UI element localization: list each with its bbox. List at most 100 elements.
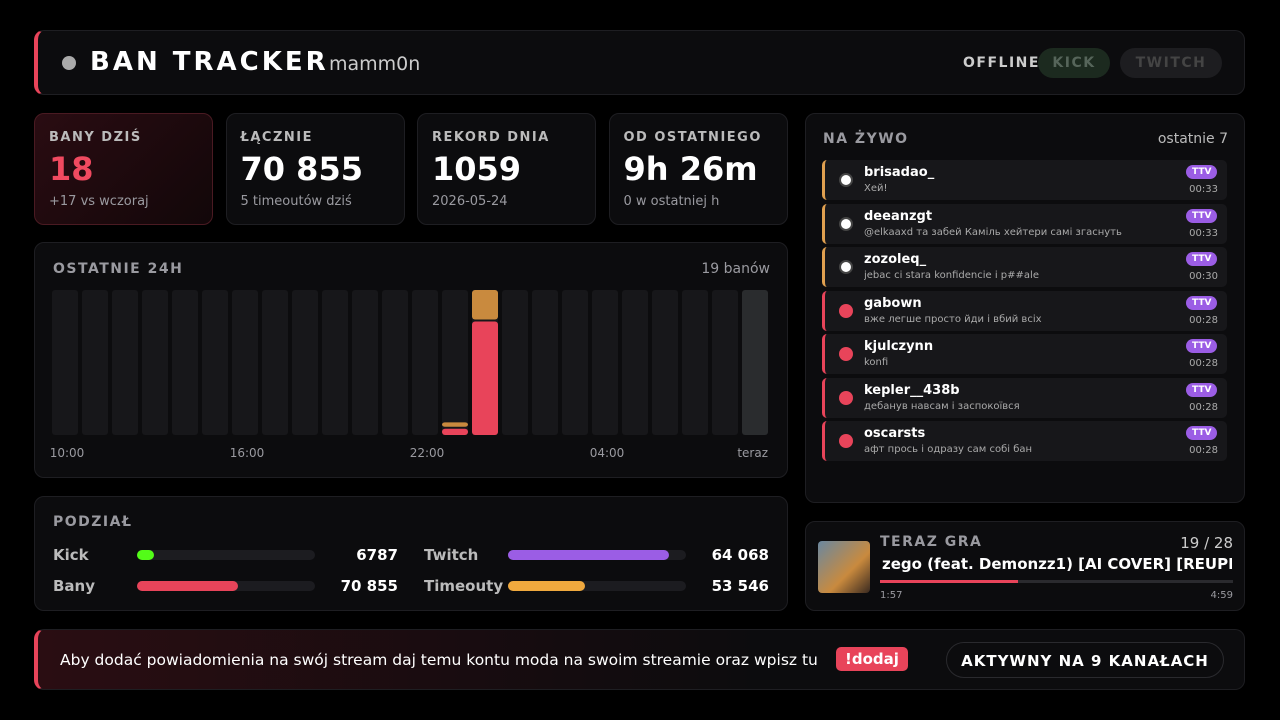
stat-label: BANY DZIŚ xyxy=(49,130,142,145)
x-tick-label: 22:00 xyxy=(410,446,445,460)
x-tick-label: 04:00 xyxy=(590,446,625,460)
breakdown-bar xyxy=(508,550,669,560)
timeout-icon xyxy=(839,260,853,274)
entry-time: 00:33 xyxy=(1189,227,1218,239)
hour-slot xyxy=(622,290,648,435)
entry-time: 00:28 xyxy=(1189,445,1218,456)
stat-note: 5 timeoutów dziś xyxy=(240,194,352,209)
x-tick-label: 10:00 xyxy=(50,446,85,460)
breakdown-value: 53 546 xyxy=(711,577,769,595)
stat-label: ŁĄCZNIE xyxy=(240,130,313,145)
entry-message: jebac ci stara konfidencie i p##ale xyxy=(864,270,1039,281)
x-tick-label: 16:00 xyxy=(230,446,265,460)
x-tick-label: teraz xyxy=(737,446,768,460)
hour-slot xyxy=(532,290,558,435)
stat-value: 18 xyxy=(49,150,94,188)
stat-label: OD OSTATNIEGO xyxy=(623,130,762,145)
breakdown-track xyxy=(508,550,686,560)
live-subtitle: ostatnie 7 xyxy=(1157,131,1228,147)
breakdown-value: 6787 xyxy=(356,546,398,564)
footer xyxy=(34,629,1245,690)
entry-time: 00:28 xyxy=(1189,314,1218,326)
stat-card xyxy=(417,113,596,225)
breakdown-bar xyxy=(137,581,239,591)
stat-note: +17 vs wczoraj xyxy=(49,194,149,209)
entry-message: konfi xyxy=(864,357,889,368)
footer-message: Aby dodać powiadomienia na swój stream d… xyxy=(60,651,818,669)
now-playing-title: TERAZ GRA xyxy=(880,534,983,550)
entry-user: oscarsts xyxy=(864,426,926,441)
hour-slot xyxy=(82,290,108,435)
platform-badge: TTV xyxy=(1186,252,1218,266)
hour-slot xyxy=(592,290,618,435)
hour-slot xyxy=(742,290,768,435)
breakdown-title: PODZIAŁ xyxy=(53,514,133,530)
entry xyxy=(822,377,1227,418)
entry-user: brisadao_ xyxy=(864,165,935,180)
timeout-icon xyxy=(839,216,853,231)
stat-note: 0 w ostatniej h xyxy=(623,194,720,209)
entry-user: gabown xyxy=(864,295,922,311)
hour-slot xyxy=(502,290,528,435)
twitch-button[interactable]: TWITCH xyxy=(1120,48,1222,78)
breakdown-track xyxy=(137,550,315,560)
live-title: NA ŻYWO xyxy=(823,131,909,147)
platform-badge: TTV xyxy=(1186,382,1218,397)
breakdown-track xyxy=(137,581,315,591)
hour-slot xyxy=(382,290,408,435)
title: BAN TRACKER xyxy=(90,47,329,77)
breakdown-name: Kick xyxy=(53,546,89,564)
stat-note: 2026-05-24 xyxy=(432,194,508,209)
hour-slot xyxy=(142,290,168,435)
entry-user: zozoleq_ xyxy=(864,252,927,267)
hour-slot xyxy=(712,290,738,435)
platform-badge: TTV xyxy=(1186,208,1218,223)
entry-message: дебанув навсам і заспокоївся xyxy=(864,400,1020,412)
entry-user: kjulczynn xyxy=(864,339,934,354)
stat-value: 70 855 xyxy=(240,150,363,188)
breakdown-bar xyxy=(137,550,155,560)
entry-message: Хей! xyxy=(864,183,888,194)
ban-icon xyxy=(839,434,853,448)
breakdown-value: 70 855 xyxy=(340,577,398,595)
username: mamm0n xyxy=(329,53,421,75)
thumbnail xyxy=(818,541,870,593)
entry-time: 00:28 xyxy=(1189,358,1218,369)
stat-card xyxy=(225,113,405,225)
breakdown-track xyxy=(508,581,686,591)
hour-slot xyxy=(352,290,378,435)
stat-value: 1059 xyxy=(432,150,522,188)
breakdown-name: Bany xyxy=(53,577,96,595)
chart-title: OSTATNIE 24H xyxy=(53,261,184,277)
hour-slot xyxy=(262,290,288,435)
hour-slot xyxy=(172,290,198,435)
platform-badge: TTV xyxy=(1186,339,1218,353)
status: OFFLINE xyxy=(963,55,1040,71)
kick-button[interactable]: KICK xyxy=(1038,48,1110,78)
bar-segment xyxy=(472,321,498,435)
hour-slot xyxy=(442,290,468,435)
entry-message: афт прось і одразу сам собі бан xyxy=(864,444,1033,455)
chart-subtitle: 19 banów xyxy=(701,261,770,277)
entry xyxy=(822,421,1227,461)
hour-slot xyxy=(412,290,438,435)
stat-card xyxy=(34,113,213,225)
entry xyxy=(822,290,1227,331)
entry xyxy=(822,247,1227,287)
timeout-icon xyxy=(839,173,853,187)
entry xyxy=(822,160,1227,200)
position: 19 / 28 xyxy=(1180,534,1233,552)
status-pill: AKTYWNY NA 9 KANAŁACH xyxy=(946,642,1224,678)
now-playing-panel xyxy=(805,521,1245,611)
entry-user: deeanzgt xyxy=(864,208,933,224)
entry-user: kepler__438b xyxy=(864,382,960,398)
entry-time: 00:28 xyxy=(1189,401,1218,413)
bar-segment xyxy=(442,428,468,435)
platform-badge: TTV xyxy=(1186,426,1218,440)
hour-slot xyxy=(322,290,348,435)
platform-badge: TTV xyxy=(1186,165,1218,179)
command: !dodaj xyxy=(836,647,908,671)
stat-card xyxy=(608,113,788,225)
